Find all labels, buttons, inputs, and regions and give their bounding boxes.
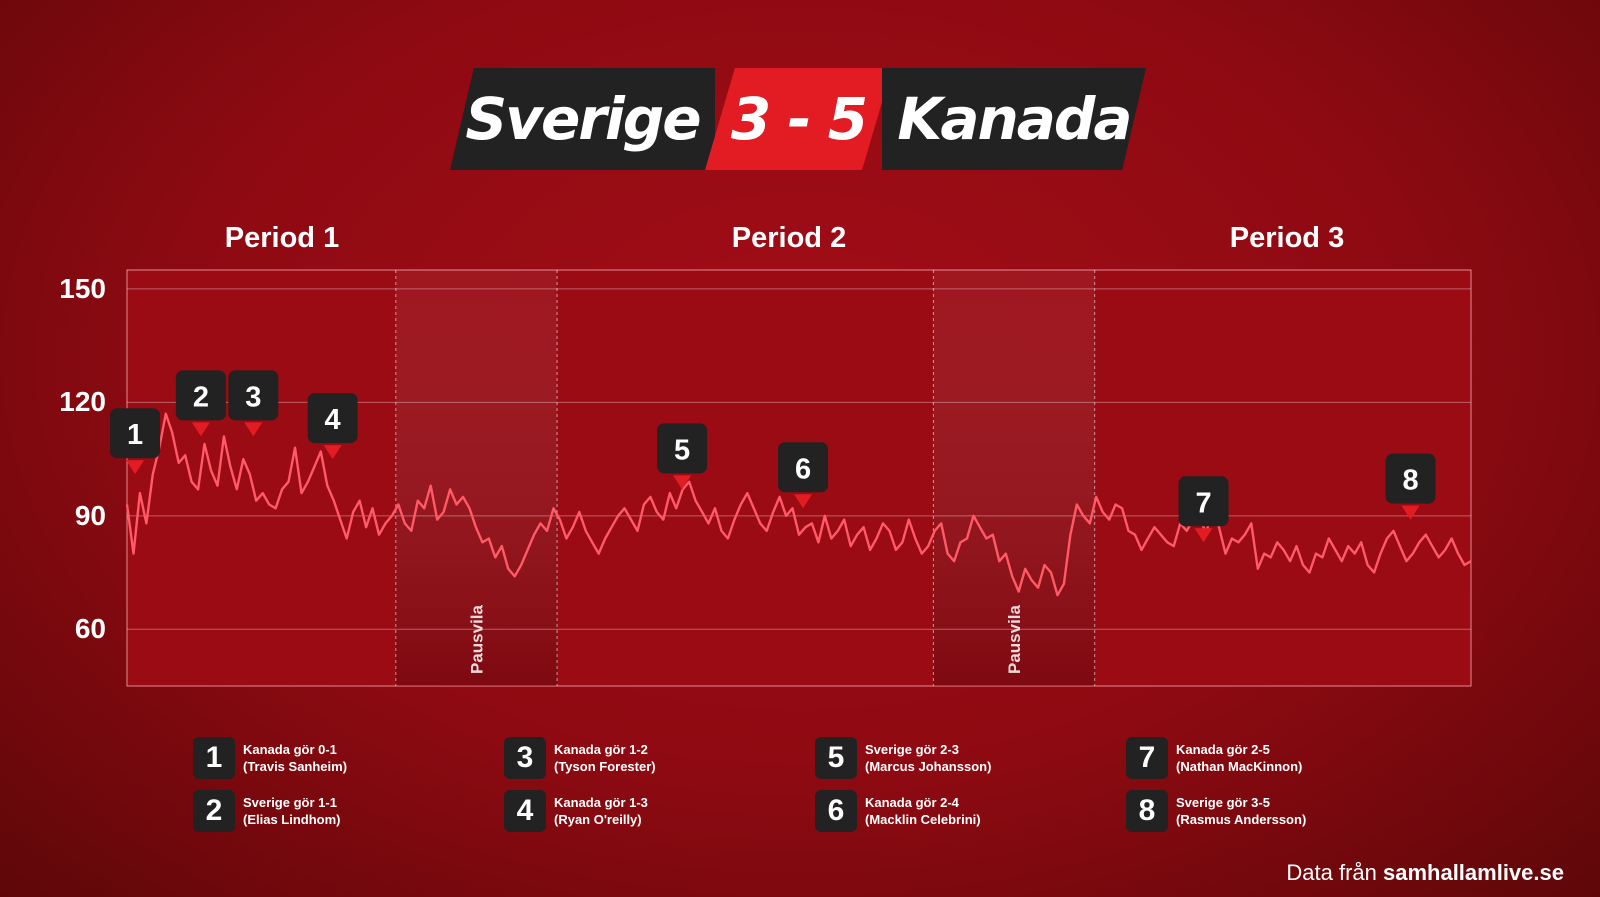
legend-item: 2 Sverige gör 1-1 (Elias Lindhom) [193,790,341,832]
goal-description: Kanada gör 2-5 [1176,742,1270,757]
away-team-name: Kanada [882,68,1146,170]
goal-number-badge: 3 [504,737,546,779]
goal-marker-number: 1 [127,419,143,451]
goal-marker-number: 7 [1195,487,1211,519]
goal-scorer: (Nathan MacKinnon) [1176,759,1303,774]
period-1-label: Period 1 [224,222,340,254]
goal-marker-number: 4 [325,404,341,436]
legend-item: 1 Kanada gör 0-1 (Travis Sanheim) [193,737,347,779]
legend-item: 5 Sverige gör 2-3 (Marcus Johansson) [815,737,991,779]
source-site: samhallamlive.se [1382,860,1564,885]
goal-number-badge: 6 [815,790,857,832]
period-3-label: Period 3 [1229,222,1345,254]
break-label: Pausvila [1005,604,1024,674]
goal-marker-pointer [191,422,210,437]
goal-marker-badge [228,370,279,421]
goal-description: Kanada gör 1-3 [554,795,648,810]
goal-marker-badge [110,408,161,459]
goal-description: Sverige gör 2-3 [865,742,959,757]
goal-marker-number: 3 [245,381,261,413]
goal-marker-pointer [794,494,813,509]
goal-marker-pointer [323,445,342,460]
goal-marker-pointer [126,460,145,475]
goal-marker-number: 2 [193,381,209,413]
goal-marker-badge [1178,476,1229,527]
scoreboard: Sverige 3 - 5 Kanada [450,68,1146,170]
goal-scorer: (Elias Lindhom) [243,812,341,827]
goal-number-badge: 8 [1126,790,1168,832]
break-shade [395,270,558,686]
goal-number-badge: 2 [193,790,235,832]
break-label: Pausvila [467,604,486,674]
goal-number-badge: 7 [1126,737,1168,779]
goal-marker-pointer [1401,505,1420,520]
goal-description: Sverige gör 1-1 [243,795,337,810]
legend-item: 8 Sverige gör 3-5 (Rasmus Andersson) [1126,790,1306,832]
goal-marker-badge [1385,453,1436,504]
period-2-label: Period 2 [731,222,847,254]
goal-marker-badge [657,423,708,474]
goal-marker-badge [175,370,226,421]
goal-marker-pointer [673,475,692,490]
goal-scorer: (Marcus Johansson) [865,759,992,774]
legend-item: 7 Kanada gör 2-5 (Nathan MacKinnon) [1126,737,1302,779]
goal-marker-number: 5 [674,434,690,466]
heart-rate-line [125,412,1472,597]
goal-scorer: (Travis Sanheim) [243,759,348,774]
goal-scorer: (Macklin Celebrini) [865,812,981,827]
y-tick-label: 60 [74,613,106,645]
y-tick-label: 120 [59,386,106,418]
legend-item: 4 Kanada gör 1-3 (Ryan O'reilly) [504,790,648,832]
goal-marker-badge [307,393,358,444]
goal-scorer: (Tyson Forester) [554,759,656,774]
goal-scorer: (Rasmus Andersson) [1176,812,1307,827]
legend-item: 6 Kanada gör 2-4 (Macklin Celebrini) [815,790,981,832]
final-score: 3 - 5 [705,68,892,170]
goal-scorer: (Ryan O'reilly) [554,812,642,827]
goal-number-badge: 5 [815,737,857,779]
goal-marker-pointer [244,422,263,437]
goal-marker-badge [778,442,829,493]
y-tick-label: 90 [74,499,106,531]
goal-description: Kanada gör 2-4 [865,795,959,810]
goal-marker-number: 6 [795,453,811,485]
data-source-credit: Data från samhallamlive.se [1286,860,1564,886]
goal-description: Kanada gör 1-2 [554,742,648,757]
home-team-name: Sverige [450,68,715,170]
goal-description: Kanada gör 0-1 [243,742,337,757]
goal-marker-pointer [1194,528,1213,543]
goal-number-badge: 1 [193,737,235,779]
break-shade [933,270,1095,686]
legend-item: 3 Kanada gör 1-2 (Tyson Forester) [504,737,656,779]
goal-marker-number: 8 [1402,465,1418,497]
goal-description: Sverige gör 3-5 [1176,795,1270,810]
y-tick-label: 150 [59,272,106,304]
goal-number-badge: 4 [504,790,546,832]
source-prefix: Data från [1286,860,1383,885]
